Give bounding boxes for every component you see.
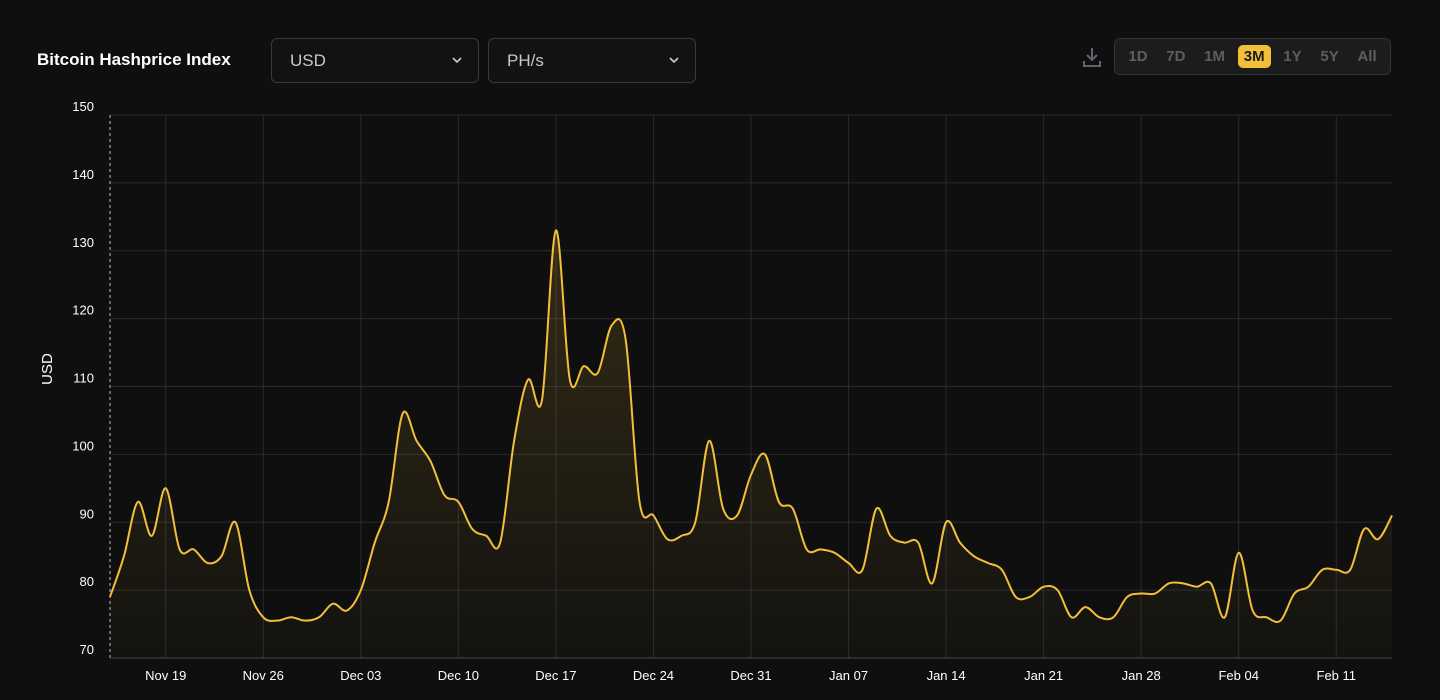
x-tick-label: Nov 26: [243, 668, 284, 683]
unit-value: PH/s: [507, 51, 544, 70]
download-button[interactable]: [1081, 46, 1103, 68]
x-tick-label: Jan 21: [1024, 668, 1063, 683]
chevron: [669, 57, 679, 64]
currency-value: USD: [290, 51, 326, 70]
chevron: [452, 57, 462, 64]
range-button[interactable]: All: [1357, 48, 1377, 65]
currency-dropdown[interactable]: USD: [271, 38, 479, 83]
price-line: [109, 229, 1393, 624]
x-tick-label: Nov 19: [145, 668, 186, 683]
range-button[interactable]: 1M: [1204, 48, 1226, 65]
range-button[interactable]: 1Y: [1283, 48, 1302, 65]
y-tick-label: 80: [80, 574, 94, 589]
page-title: Bitcoin Hashprice Index: [37, 50, 231, 69]
range-button[interactable]: 5Y: [1320, 48, 1339, 65]
y-tick-label: 90: [80, 506, 94, 521]
y-tick-label: 70: [80, 642, 94, 657]
unit-dropdown[interactable]: PH/s: [488, 38, 696, 83]
range-button[interactable]: 7D: [1166, 48, 1186, 65]
range-button[interactable]: 3M: [1237, 45, 1271, 68]
x-tick-label: Feb 04: [1218, 668, 1258, 683]
y-tick-label: 120: [72, 303, 94, 318]
x-tick-label: Dec 17: [535, 668, 576, 683]
x-tick-label: Jan 28: [1122, 668, 1161, 683]
area-fill: [110, 230, 1392, 659]
y-tick-label: 110: [73, 371, 94, 386]
x-tick-label: Jan 07: [829, 668, 868, 683]
y-tick-label: 130: [72, 235, 94, 250]
x-tick-label: Dec 10: [438, 668, 479, 683]
y-tick-label: 100: [72, 438, 94, 453]
range-button[interactable]: 1D: [1128, 48, 1148, 65]
x-tick-label: Dec 24: [633, 668, 674, 683]
y-tick-label: 140: [72, 167, 94, 182]
x-tick-label: Feb 11: [1317, 668, 1357, 683]
x-tick-label: Jan 14: [927, 668, 966, 683]
y-axis-label: USD: [39, 353, 56, 385]
x-tick-label: Dec 03: [340, 668, 381, 683]
range-selector: 1D 7D 1M 3M 1Y 5Y All: [1114, 38, 1391, 75]
y-tick-label: 150: [72, 99, 94, 114]
x-tick-label: Dec 31: [730, 668, 771, 683]
